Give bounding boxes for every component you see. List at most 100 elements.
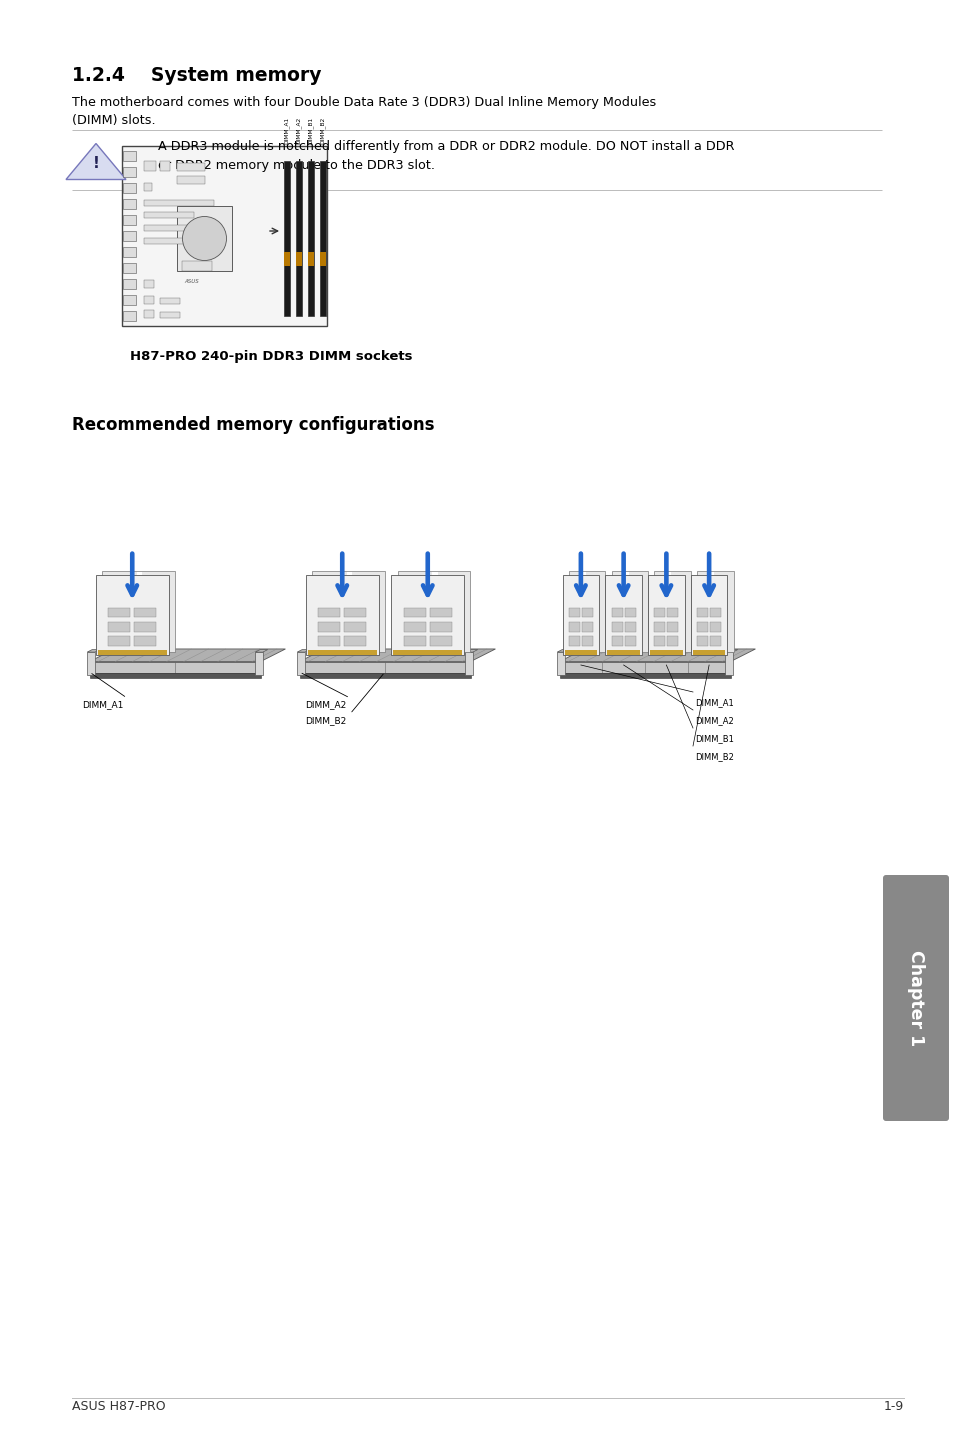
Bar bbox=[403, 636, 425, 646]
Bar bbox=[697, 623, 707, 631]
Text: DIMM_B1: DIMM_B1 bbox=[695, 733, 733, 743]
Bar bbox=[709, 636, 720, 646]
Polygon shape bbox=[254, 650, 268, 651]
Polygon shape bbox=[697, 571, 733, 651]
Bar bbox=[319, 161, 325, 316]
Bar bbox=[667, 623, 678, 631]
Bar bbox=[654, 608, 664, 617]
Bar bbox=[654, 636, 664, 646]
Bar bbox=[403, 608, 425, 617]
Bar bbox=[108, 623, 130, 631]
Bar bbox=[108, 608, 130, 617]
Bar bbox=[430, 608, 452, 617]
Bar bbox=[308, 650, 376, 656]
Bar bbox=[611, 623, 622, 631]
Polygon shape bbox=[690, 575, 726, 656]
Bar bbox=[308, 252, 314, 266]
Polygon shape bbox=[557, 651, 564, 674]
Bar bbox=[295, 252, 301, 266]
Bar bbox=[667, 636, 678, 646]
Text: DIMM_B2: DIMM_B2 bbox=[695, 752, 733, 761]
Text: DIMM_A1: DIMM_A1 bbox=[695, 697, 733, 707]
Text: 1.2.4    System memory: 1.2.4 System memory bbox=[71, 66, 321, 85]
Bar bbox=[318, 636, 339, 646]
Bar bbox=[136, 572, 142, 575]
Bar bbox=[123, 311, 136, 321]
Polygon shape bbox=[605, 575, 641, 656]
Polygon shape bbox=[87, 650, 100, 651]
Polygon shape bbox=[297, 651, 305, 674]
Text: DIMM_A2: DIMM_A2 bbox=[295, 116, 301, 144]
Bar bbox=[581, 623, 592, 631]
Text: DIMM_A1: DIMM_A1 bbox=[82, 700, 123, 709]
Polygon shape bbox=[568, 571, 604, 651]
Bar bbox=[177, 206, 232, 270]
Bar bbox=[692, 650, 724, 656]
Bar bbox=[624, 623, 635, 631]
Bar bbox=[430, 623, 452, 631]
Bar bbox=[568, 636, 579, 646]
Bar bbox=[160, 312, 180, 318]
Bar bbox=[123, 167, 136, 177]
Polygon shape bbox=[465, 650, 477, 651]
Bar bbox=[123, 232, 136, 242]
Bar bbox=[98, 650, 167, 656]
Text: A DDR3 module is notched differently from a DDR or DDR2 module. DO NOT install a: A DDR3 module is notched differently fro… bbox=[158, 139, 734, 171]
Polygon shape bbox=[724, 650, 737, 651]
Text: 1-9: 1-9 bbox=[882, 1401, 903, 1414]
Polygon shape bbox=[724, 651, 732, 674]
Bar bbox=[346, 572, 352, 575]
Bar bbox=[668, 572, 671, 575]
Bar bbox=[581, 636, 592, 646]
Bar bbox=[607, 650, 639, 656]
Bar bbox=[123, 247, 136, 257]
Text: !: ! bbox=[92, 157, 99, 171]
Bar bbox=[134, 623, 156, 631]
Bar bbox=[624, 608, 635, 617]
Bar bbox=[123, 216, 136, 224]
Bar bbox=[295, 161, 301, 316]
Polygon shape bbox=[66, 144, 126, 180]
Bar bbox=[182, 262, 212, 270]
Bar bbox=[430, 636, 452, 646]
Bar bbox=[697, 608, 707, 617]
Bar bbox=[581, 608, 592, 617]
Bar bbox=[144, 224, 213, 232]
Bar bbox=[177, 175, 205, 184]
Bar bbox=[177, 162, 205, 171]
Bar bbox=[611, 636, 622, 646]
Bar bbox=[568, 623, 579, 631]
Bar bbox=[160, 161, 170, 171]
Polygon shape bbox=[557, 650, 569, 651]
Bar bbox=[134, 608, 156, 617]
Bar bbox=[122, 147, 327, 326]
Text: DIMM_B2: DIMM_B2 bbox=[319, 116, 325, 144]
Bar bbox=[123, 198, 136, 209]
Bar bbox=[144, 280, 153, 288]
Bar bbox=[667, 608, 678, 617]
Polygon shape bbox=[90, 649, 285, 661]
Polygon shape bbox=[96, 575, 169, 656]
Polygon shape bbox=[102, 571, 174, 651]
Bar bbox=[284, 161, 289, 316]
Bar bbox=[123, 183, 136, 193]
Polygon shape bbox=[465, 651, 473, 674]
Bar bbox=[564, 650, 597, 656]
Text: DIMM_B1: DIMM_B1 bbox=[308, 116, 314, 144]
Text: ASUS H87-PRO: ASUS H87-PRO bbox=[71, 1401, 166, 1414]
Bar bbox=[318, 623, 339, 631]
Polygon shape bbox=[558, 661, 730, 673]
Bar bbox=[344, 608, 366, 617]
Bar bbox=[144, 296, 153, 303]
Text: The motherboard comes with four Double Data Rate 3 (DDR3) Dual Inline Memory Mod: The motherboard comes with four Double D… bbox=[71, 96, 656, 127]
Polygon shape bbox=[306, 575, 378, 656]
Bar bbox=[144, 200, 213, 206]
Bar bbox=[625, 572, 628, 575]
Bar bbox=[654, 623, 664, 631]
Polygon shape bbox=[562, 575, 598, 656]
Bar bbox=[611, 608, 622, 617]
Polygon shape bbox=[299, 673, 470, 677]
Bar bbox=[697, 636, 707, 646]
Text: Chapter 1: Chapter 1 bbox=[906, 951, 924, 1045]
Bar bbox=[711, 572, 714, 575]
